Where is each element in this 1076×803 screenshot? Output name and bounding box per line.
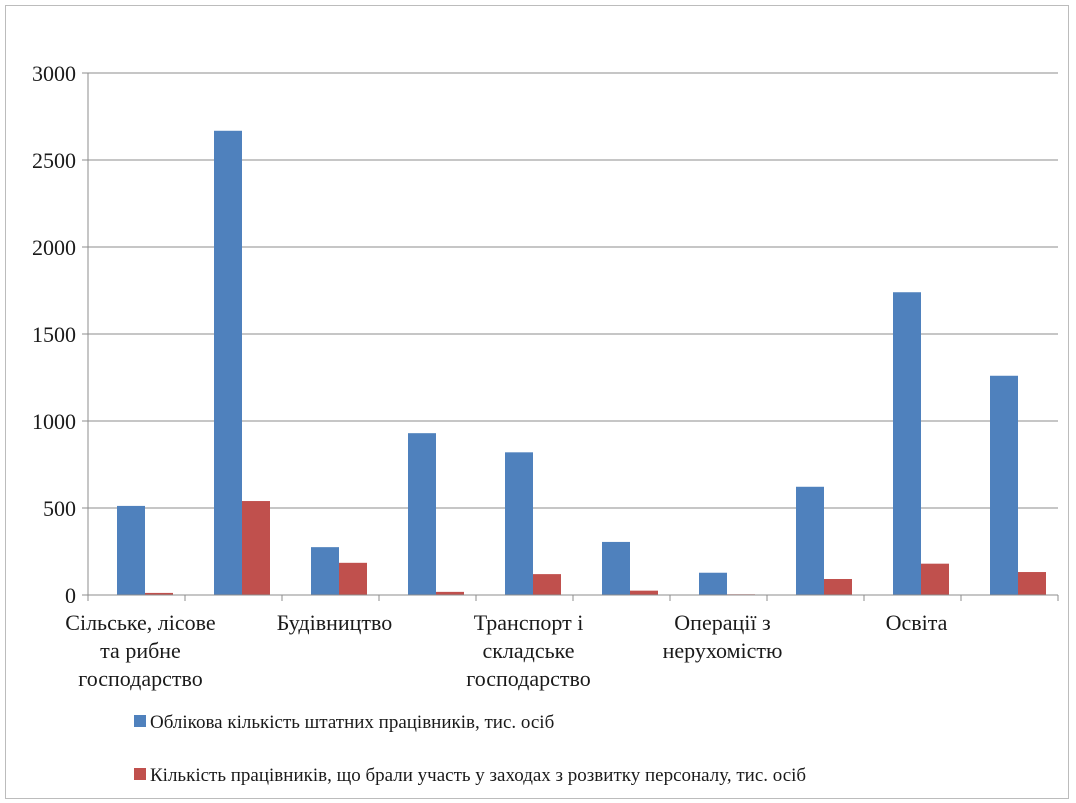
y-tick-label: 2000 [32, 235, 76, 260]
y-tick-label: 500 [43, 496, 76, 521]
axes: 0 500 1000 1500 2000 2500 3000 Сільське, лісове… [32, 61, 1059, 691]
chart-frame: 0 500 1000 1500 2000 2500 3000 Сільське, лісове… [5, 5, 1069, 799]
y-tick-label: 3000 [32, 61, 76, 86]
y-tick-label: 1500 [32, 322, 76, 347]
legend-swatch-1 [134, 715, 146, 727]
legend: Облікова кількість штатних працівників, … [134, 712, 806, 786]
bar-series-1 [117, 505, 145, 595]
bar-series-1 [505, 452, 533, 595]
x-category-label: Сільське, лісове та рибне господарство [65, 610, 215, 691]
bar-series-2 [242, 501, 270, 595]
x-category-label: Освіта [886, 610, 948, 635]
bar-series-1 [699, 572, 727, 595]
bar-series-2 [145, 592, 173, 595]
y-tick-label: 0 [65, 583, 76, 608]
bar-series-1 [893, 292, 921, 595]
x-category-label: Операції з нерухомістю [663, 610, 783, 663]
bar-series-2 [339, 562, 367, 595]
bar-chart: 0 500 1000 1500 2000 2500 3000 Сільське, лісове… [32, 61, 1059, 786]
legend-label-2: Кількість працівників, що брали участь у… [150, 765, 806, 786]
bar-series-1 [311, 547, 339, 595]
legend-label-1: Облікова кількість штатних працівників, … [150, 712, 554, 733]
bar-series-2 [436, 591, 464, 595]
bar-series-2 [824, 578, 852, 595]
bar-series-1 [408, 433, 436, 595]
bar-series-1 [796, 486, 824, 595]
bars [117, 130, 1046, 595]
legend-swatch-2 [134, 768, 146, 780]
x-category-label: Транспорт і складське господарство [466, 610, 591, 691]
y-tick-label: 1000 [32, 409, 76, 434]
bar-series-2 [533, 574, 561, 595]
bar-series-1 [602, 541, 630, 595]
bar-series-1 [990, 375, 1018, 595]
y-tick-label: 2500 [32, 148, 76, 173]
bar-series-2 [630, 590, 658, 595]
bar-series-2 [1018, 572, 1046, 595]
bar-series-2 [921, 563, 949, 595]
x-category-label: Будівництво [277, 610, 393, 635]
bar-series-1 [214, 130, 242, 595]
